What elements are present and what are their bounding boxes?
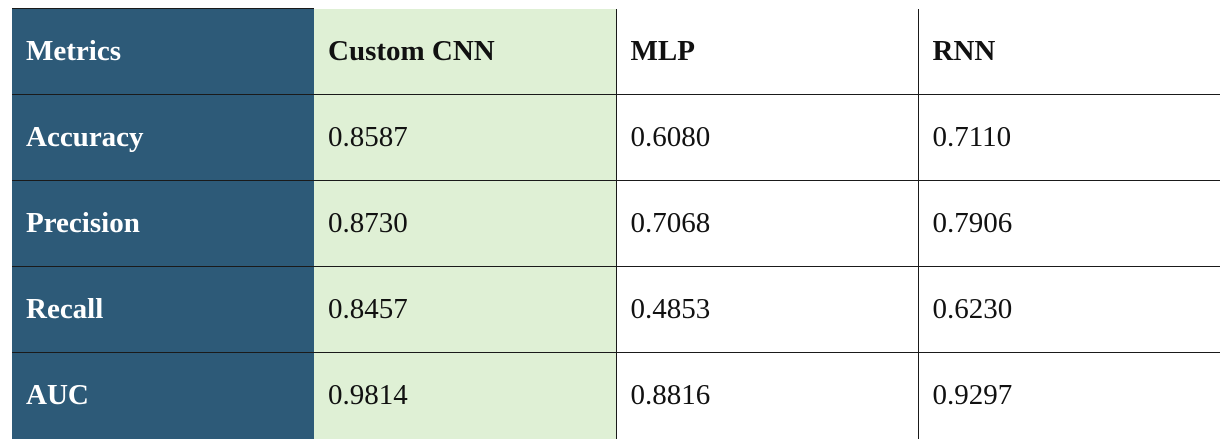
cell-accuracy-mlp: 0.6080 [615, 94, 918, 181]
cell-auc-custom-cnn: 0.9814 [314, 352, 616, 439]
row-label-accuracy: Accuracy [12, 94, 314, 181]
cell-auc-mlp: 0.8816 [615, 352, 918, 439]
cell-recall-rnn: 0.6230 [917, 266, 1220, 353]
table-row-precision: Precision 0.8730 0.7068 0.7906 [12, 180, 1220, 267]
row-label-auc: AUC [12, 352, 314, 439]
cell-precision-custom-cnn: 0.8730 [314, 180, 616, 267]
row-label-recall: Recall [12, 266, 314, 353]
metrics-comparison-table: Metrics Custom CNN MLP RNN Accuracy 0.85… [12, 8, 1220, 439]
table-row-recall: Recall 0.8457 0.4853 0.6230 [12, 266, 1220, 353]
cell-accuracy-custom-cnn: 0.8587 [314, 94, 616, 181]
table-row-auc: AUC 0.9814 0.8816 0.9297 [12, 352, 1220, 439]
header-custom-cnn: Custom CNN [314, 8, 616, 95]
header-mlp: MLP [615, 8, 918, 95]
row-label-precision: Precision [12, 180, 314, 267]
cell-precision-rnn: 0.7906 [917, 180, 1220, 267]
cell-recall-mlp: 0.4853 [615, 266, 918, 353]
cell-precision-mlp: 0.7068 [615, 180, 918, 267]
cell-recall-custom-cnn: 0.8457 [314, 266, 616, 353]
header-metrics: Metrics [12, 8, 314, 95]
table-row-accuracy: Accuracy 0.8587 0.6080 0.7110 [12, 94, 1220, 181]
cell-auc-rnn: 0.9297 [917, 352, 1220, 439]
cell-accuracy-rnn: 0.7110 [917, 94, 1220, 181]
table-header-row: Metrics Custom CNN MLP RNN [12, 8, 1220, 95]
header-rnn: RNN [917, 8, 1220, 95]
